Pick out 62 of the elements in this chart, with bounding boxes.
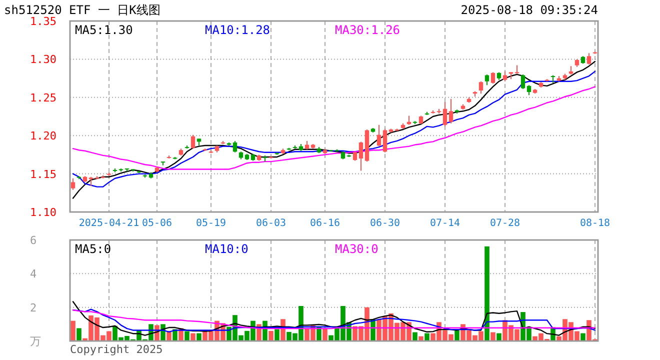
y-tick-label: 2 — [30, 301, 37, 314]
bar — [274, 329, 280, 341]
bar — [412, 332, 418, 341]
y-tick-label: 1.35 — [30, 15, 56, 28]
y-tick-label: 万 — [30, 335, 41, 348]
text: MA30:0 — [335, 242, 378, 256]
bar — [424, 333, 430, 341]
candlestick — [442, 101, 448, 127]
candlestick — [526, 84, 532, 96]
y-tick-label: 6 — [30, 234, 37, 247]
candlestick — [520, 74, 526, 90]
x-tick-label: 06-30 — [370, 218, 400, 229]
bar — [580, 333, 586, 341]
x-tick-label: 05-06 — [142, 218, 172, 229]
bar — [490, 332, 496, 341]
x-tick-label: 07-14 — [430, 218, 460, 229]
candlestick — [352, 151, 358, 162]
chart-title: sh512520 ETF 一 日K线图 — [4, 3, 160, 17]
candlestick — [358, 141, 364, 172]
candlestick — [70, 178, 76, 190]
chart-subtitle: 2025-08-18 09:35:24 — [460, 3, 598, 17]
candlestick — [448, 98, 454, 124]
bar — [316, 328, 322, 341]
bar — [76, 328, 82, 341]
bar — [196, 333, 202, 341]
text: MA30:1.26 — [335, 23, 400, 37]
candlestick — [190, 134, 196, 150]
y-tick-label: 1.10 — [30, 206, 56, 219]
candlestick — [484, 74, 490, 86]
text: MA5:1.30 — [75, 23, 133, 37]
y-tick-label: 1.15 — [30, 168, 56, 181]
candlestick — [550, 74, 556, 84]
x-tick-label: 08-18 — [580, 218, 610, 229]
x-tick-label: 06-16 — [310, 218, 340, 229]
candlestick — [88, 176, 94, 187]
x-tick-label: 06-03 — [256, 218, 286, 229]
bar — [496, 333, 502, 341]
y-tick-label: 1.20 — [30, 130, 56, 143]
bar — [184, 331, 190, 341]
x-tick-label: 05-19 — [196, 218, 226, 229]
bar — [70, 320, 76, 341]
bar — [268, 330, 274, 341]
candlestick — [586, 52, 592, 66]
text: MA10:1.28 — [205, 23, 270, 37]
candlestick — [490, 72, 496, 84]
candlestick — [376, 124, 382, 147]
text: MA10:0 — [205, 242, 248, 256]
y-tick-label: 4 — [30, 268, 37, 281]
candlestick — [232, 140, 238, 153]
x-tick-label: 07-28 — [490, 218, 520, 229]
candlestick — [478, 80, 484, 94]
y-tick-label: 1.25 — [30, 91, 56, 104]
x-tick-label: 2025-04-21 — [78, 218, 140, 229]
candlestick — [382, 128, 388, 153]
text: MA5:0 — [75, 242, 112, 256]
text: Copyright 2025 — [70, 343, 163, 356]
bar — [190, 333, 196, 341]
candlestick — [502, 70, 508, 82]
bar — [454, 330, 460, 341]
y-tick-label: 1.30 — [30, 53, 56, 66]
bar — [322, 328, 328, 341]
bar — [484, 246, 490, 341]
